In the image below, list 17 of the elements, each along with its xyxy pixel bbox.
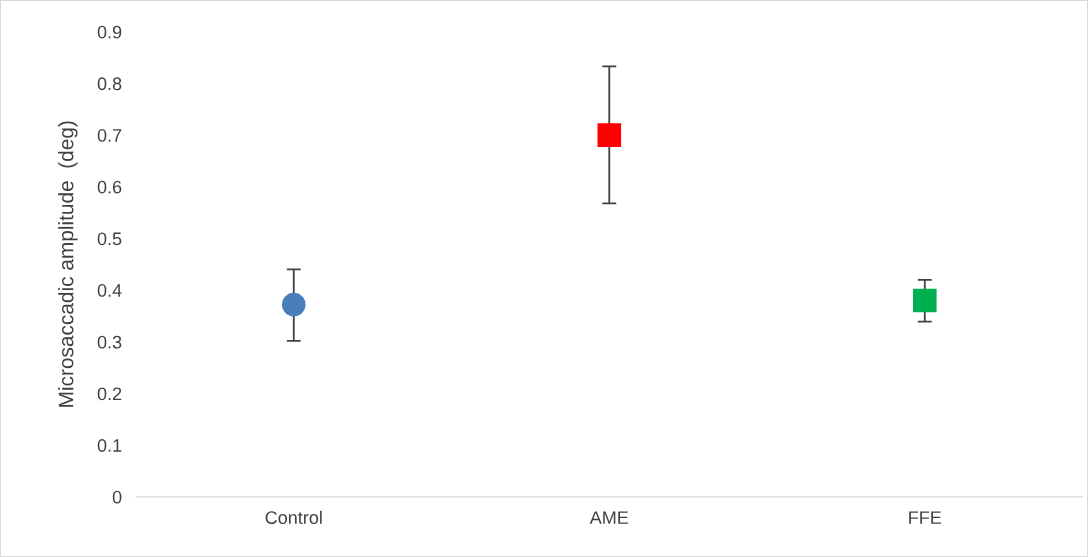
y-tick-label: 0.3 — [97, 335, 122, 349]
y-tick-label: 0.6 — [97, 180, 122, 194]
y-tick-label: 0.7 — [97, 129, 122, 142]
y-tick-label: 0.8 — [97, 77, 122, 91]
y-tick-label: 0.1 — [97, 439, 122, 452]
y-axis-title: Microsaccadic amplitude (deg) — [58, 121, 78, 407]
x-tick-label: Control — [265, 510, 322, 524]
y-tick-label: 0 — [112, 490, 122, 504]
y-tick-label: 0.5 — [97, 232, 122, 246]
x-tick-label: AME — [589, 511, 629, 524]
y-tick-label: 0.4 — [97, 284, 122, 297]
point — [912, 288, 937, 313]
x-tick-label: FFE — [909, 511, 942, 524]
point — [281, 292, 306, 317]
point — [597, 123, 622, 147]
y-tick-label: 0.2 — [97, 387, 122, 401]
y-tick-label: 0.9 — [97, 25, 122, 39]
